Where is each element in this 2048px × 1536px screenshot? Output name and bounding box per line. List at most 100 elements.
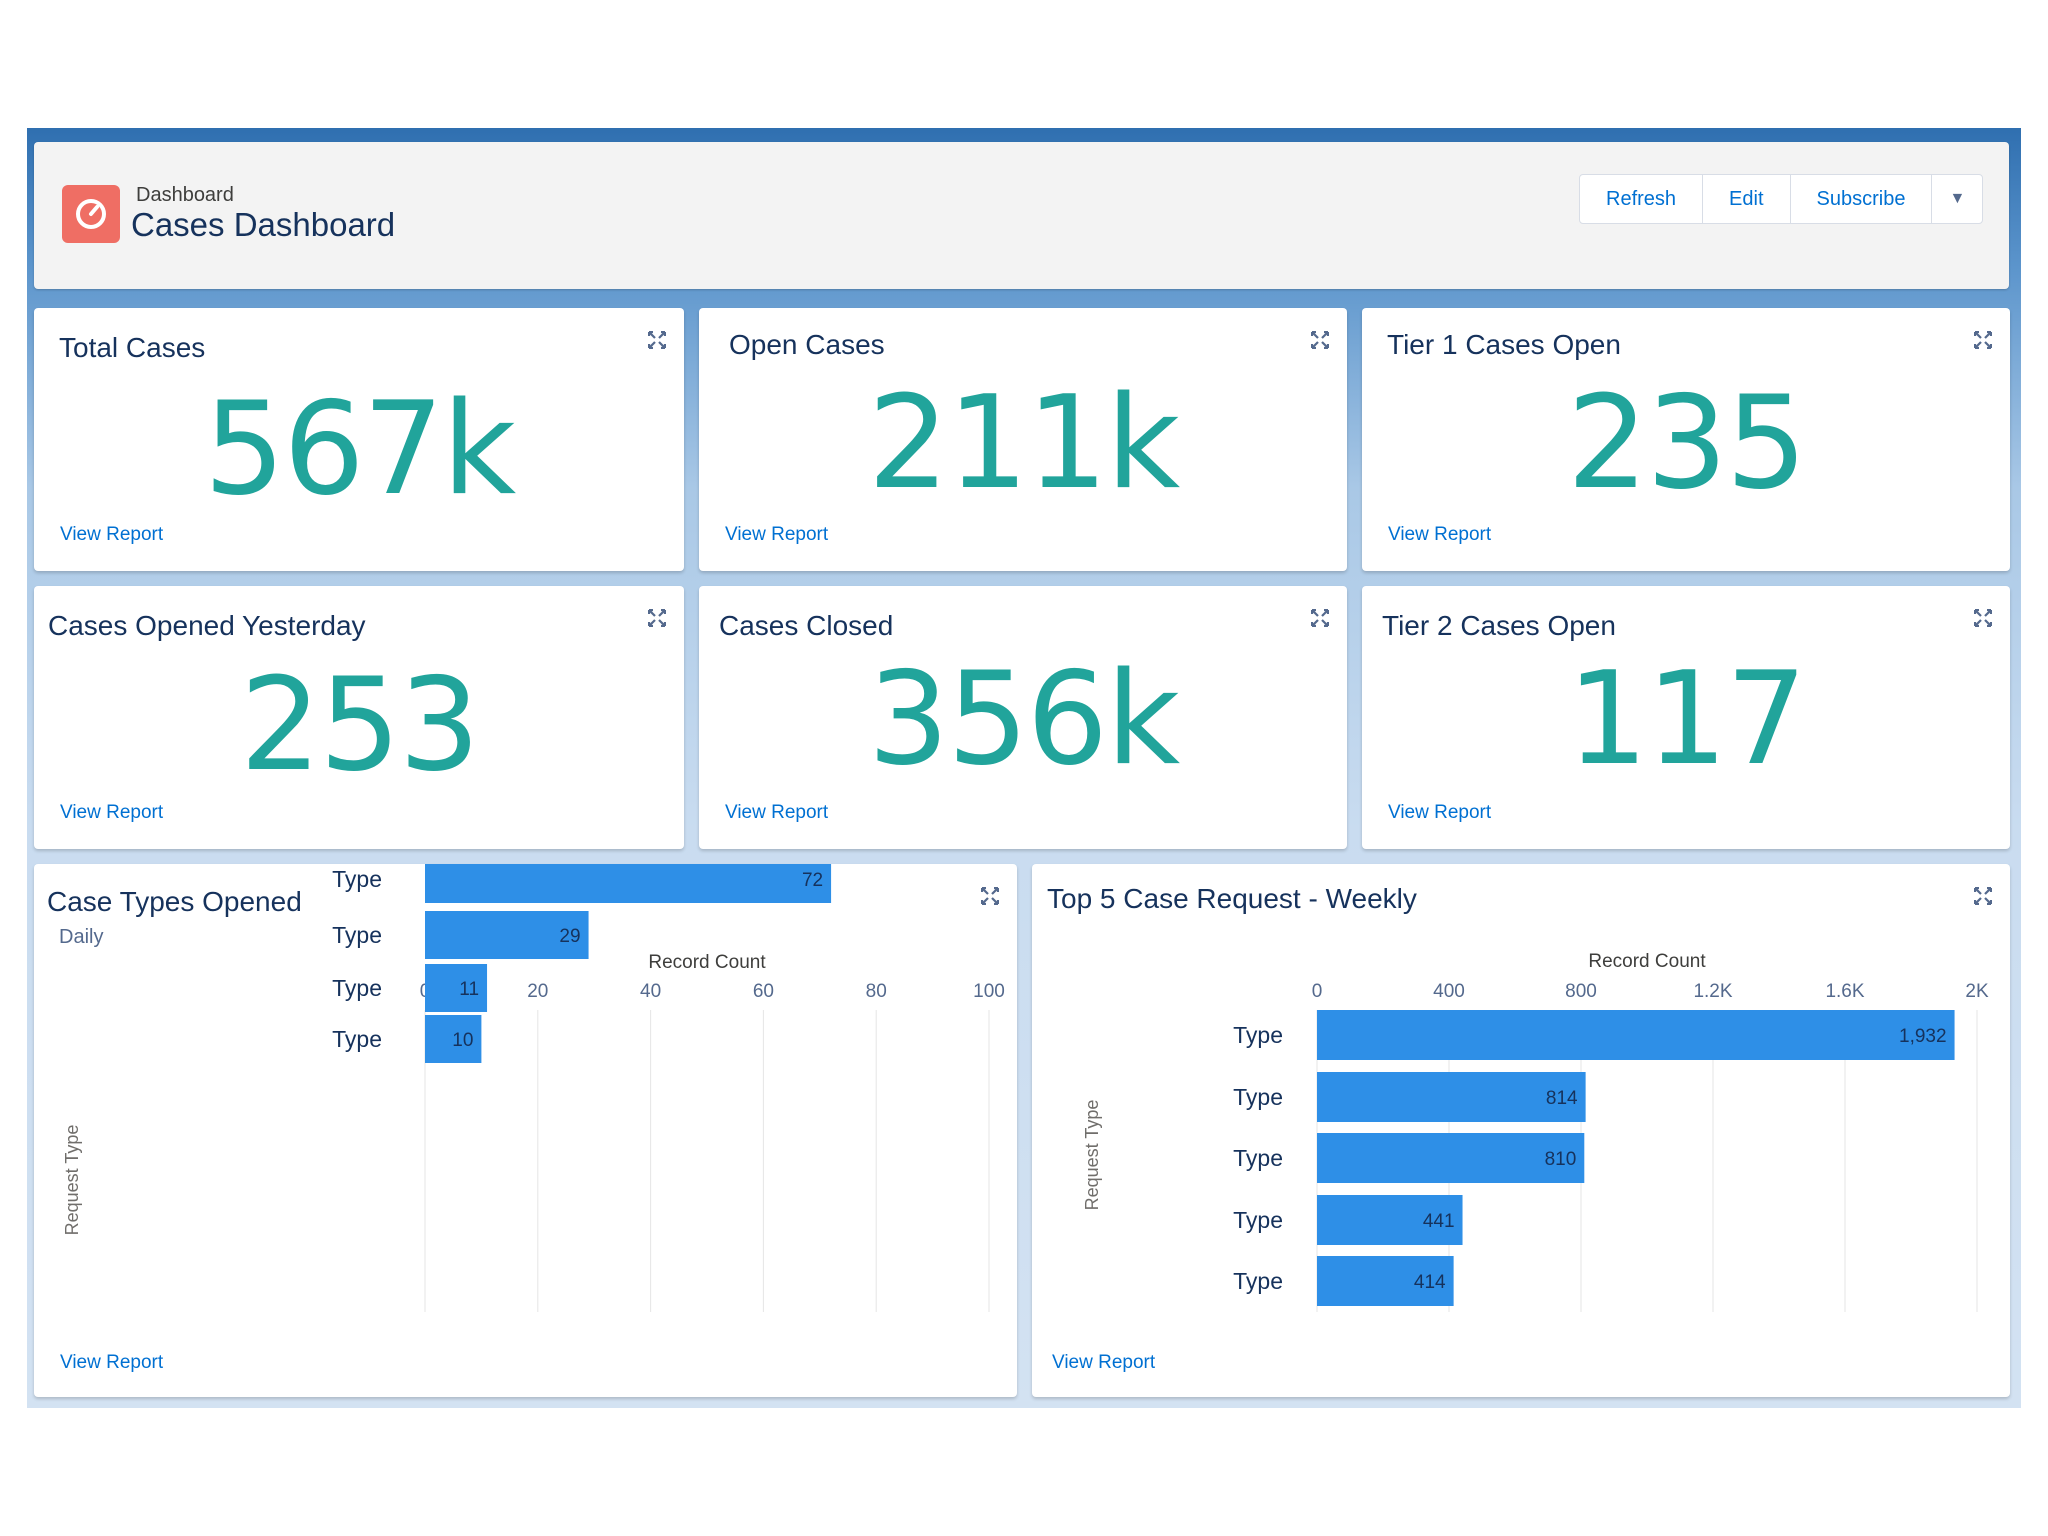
bar — [1317, 1195, 1463, 1245]
expand-icon[interactable] — [1973, 608, 1993, 628]
metric-value: 117 — [1566, 645, 1807, 794]
bar — [425, 864, 832, 903]
x-tick-label: 0 — [1312, 981, 1323, 1002]
bar — [1317, 1256, 1454, 1306]
view-report-link[interactable]: View Report — [725, 802, 829, 823]
card-title: Cases Opened Yesterday — [48, 610, 366, 641]
metric-value: 253 — [239, 651, 480, 800]
metric-card-tier2-open: Tier 2 Cases Open 117 View Report — [1362, 586, 2010, 849]
metric-card-opened-yesterday: Cases Opened Yesterday 253 View Report — [34, 586, 684, 849]
y-axis-title: Request Type — [1082, 1100, 1102, 1211]
expand-icon[interactable] — [1973, 330, 1993, 350]
card-title: Top 5 Case Request - Weekly — [1047, 883, 1417, 914]
category-label: Type — [1233, 1207, 1283, 1233]
x-tick-label: 1.2K — [1693, 981, 1732, 1002]
x-tick-label: 20 — [527, 981, 548, 1002]
metric-value: 356k — [867, 645, 1180, 794]
metric-value: 567k — [203, 375, 516, 524]
view-report-link[interactable]: View Report — [60, 524, 164, 545]
category-label: Type — [332, 922, 382, 948]
expand-arrows-icon — [1310, 330, 1330, 350]
expand-arrows-icon — [1973, 330, 1993, 350]
metric-card-cases-closed: Cases Closed 356k View Report — [699, 586, 1347, 849]
view-report-link[interactable]: View Report — [60, 802, 164, 823]
category-label: Type — [332, 975, 382, 1001]
metric-value: 235 — [1566, 369, 1807, 518]
metric-card-open-cases: Open Cases 211k View Report — [699, 308, 1347, 571]
bar-data-label: 810 — [1545, 1149, 1577, 1170]
metric-value: 211k — [867, 369, 1180, 518]
x-tick-label: 400 — [1433, 981, 1465, 1002]
view-report-link[interactable]: View Report — [1388, 524, 1492, 545]
card-title: Case Types Opened — [47, 886, 302, 917]
chart-card-case-types-opened: Case Types Opened Daily Record Count0204… — [34, 864, 1017, 1397]
bar-data-label: 72 — [802, 870, 823, 891]
x-axis-title: Record Count — [648, 952, 766, 973]
x-tick-label: 60 — [753, 981, 774, 1002]
bar — [425, 911, 589, 959]
card-title: Tier 2 Cases Open — [1382, 610, 1616, 641]
dashboard-header: Dashboard Cases Dashboard Refresh Edit S… — [34, 142, 2009, 289]
case-types-bar-chart: Record Count020406080100Request Type85Ty… — [62, 864, 1005, 1312]
bar-data-label: 11 — [459, 979, 479, 1000]
header-button-group: Refresh Edit Subscribe ▼ — [1579, 174, 1984, 224]
expand-arrows-icon — [1310, 608, 1330, 628]
expand-arrows-icon — [1973, 886, 1993, 906]
card-title: Open Cases — [729, 329, 885, 360]
category-label: Type — [1233, 1084, 1283, 1110]
y-axis-title: Request Type — [62, 1125, 82, 1236]
expand-icon[interactable] — [1310, 608, 1330, 628]
view-report-link[interactable]: View Report — [1052, 1352, 1156, 1373]
metric-card-total-cases: Total Cases 567k View Report — [34, 308, 684, 571]
x-tick-label: 1.6K — [1825, 981, 1864, 1002]
expand-icon[interactable] — [647, 330, 667, 350]
expand-arrows-icon — [647, 330, 667, 350]
bar-data-label: 814 — [1546, 1088, 1578, 1109]
card-subtitle: Daily — [59, 926, 104, 948]
expand-arrows-icon — [980, 886, 1000, 906]
metric-card-tier1-open: Tier 1 Cases Open 235 View Report — [1362, 308, 2010, 571]
x-tick-label: 80 — [866, 981, 887, 1002]
expand-icon[interactable] — [980, 886, 1000, 906]
top5-weekly-bar-chart: Record Count 0 400 800 1.2K 1.6K 2K Request Typ… — [1082, 951, 1989, 1312]
x-tick-label: 2K — [1965, 981, 1989, 1002]
x-tick-label: 100 — [973, 981, 1005, 1002]
object-type-label: Dashboard — [136, 184, 234, 206]
bar — [425, 964, 488, 1012]
more-actions-button[interactable]: ▼ — [1932, 175, 1982, 223]
dashboard-gauge-icon — [62, 185, 120, 243]
view-report-link[interactable]: View Report — [725, 524, 829, 545]
expand-arrows-icon — [1973, 608, 1993, 628]
bar — [425, 1015, 482, 1063]
refresh-button[interactable]: Refresh — [1580, 175, 1704, 223]
category-label: Type — [1233, 1268, 1283, 1294]
expand-icon[interactable] — [1973, 886, 1993, 906]
subscribe-button[interactable]: Subscribe — [1791, 175, 1933, 223]
page-title: Cases Dashboard — [131, 206, 396, 243]
edit-button[interactable]: Edit — [1703, 175, 1791, 223]
view-report-link[interactable]: View Report — [1388, 802, 1492, 823]
bar-data-label: 29 — [559, 926, 580, 947]
category-label: Type — [1233, 1145, 1283, 1171]
category-label: Type — [1233, 1022, 1283, 1048]
bar-data-label: 10 — [452, 1030, 473, 1051]
expand-icon[interactable] — [647, 608, 667, 628]
card-title: Tier 1 Cases Open — [1387, 329, 1621, 360]
category-label: Type — [332, 866, 382, 892]
bar — [1317, 1133, 1585, 1183]
category-label: Type — [332, 1026, 382, 1052]
bar-data-label: 441 — [1423, 1211, 1455, 1232]
x-tick-label: 800 — [1565, 981, 1597, 1002]
bar — [1317, 1072, 1586, 1122]
expand-arrows-icon — [647, 608, 667, 628]
card-title: Total Cases — [59, 332, 206, 363]
bar-data-label: 414 — [1414, 1272, 1446, 1293]
dashboard-app: Dashboard Cases Dashboard Refresh Edit S… — [27, 128, 2021, 1408]
bar-data-label: 1,932 — [1899, 1026, 1947, 1047]
view-report-link[interactable]: View Report — [60, 1352, 164, 1373]
chart-card-top5-weekly: Top 5 Case Request - Weekly Record Count… — [1032, 864, 2010, 1397]
expand-icon[interactable] — [1310, 330, 1330, 350]
card-title: Cases Closed — [719, 610, 894, 641]
caret-down-icon: ▼ — [1949, 190, 1966, 207]
x-tick-label: 40 — [640, 981, 661, 1002]
